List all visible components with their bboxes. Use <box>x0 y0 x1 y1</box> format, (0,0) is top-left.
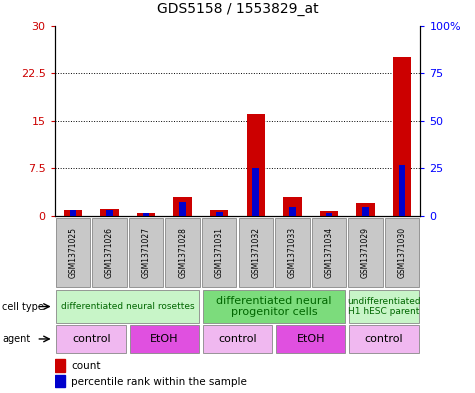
FancyBboxPatch shape <box>349 325 418 353</box>
FancyBboxPatch shape <box>203 290 345 323</box>
Bar <box>173 197 192 216</box>
Bar <box>55 359 65 372</box>
Text: count: count <box>71 361 101 371</box>
FancyBboxPatch shape <box>238 218 273 287</box>
Text: undifferentiated
H1 hESC parent: undifferentiated H1 hESC parent <box>347 297 421 316</box>
Text: GDS5158 / 1553829_at: GDS5158 / 1553829_at <box>157 2 318 16</box>
Text: GSM1371027: GSM1371027 <box>142 227 151 278</box>
FancyBboxPatch shape <box>203 325 272 353</box>
FancyBboxPatch shape <box>57 325 126 353</box>
Bar <box>247 114 265 216</box>
Bar <box>289 207 295 216</box>
FancyBboxPatch shape <box>276 325 345 353</box>
Text: GSM1371029: GSM1371029 <box>361 227 370 278</box>
FancyBboxPatch shape <box>56 218 90 287</box>
Text: differentiated neural
progenitor cells: differentiated neural progenitor cells <box>216 296 332 317</box>
FancyBboxPatch shape <box>130 325 199 353</box>
FancyBboxPatch shape <box>92 218 127 287</box>
FancyBboxPatch shape <box>165 218 200 287</box>
FancyBboxPatch shape <box>129 218 163 287</box>
Text: EtOH: EtOH <box>296 334 325 344</box>
Bar <box>326 213 332 216</box>
Text: EtOH: EtOH <box>150 334 179 344</box>
FancyBboxPatch shape <box>57 290 199 323</box>
Text: percentile rank within the sample: percentile rank within the sample <box>71 377 247 387</box>
Text: GSM1371026: GSM1371026 <box>105 227 114 278</box>
Bar <box>70 210 76 216</box>
Bar <box>143 213 149 216</box>
Text: cell type: cell type <box>2 301 44 312</box>
Bar <box>362 207 369 216</box>
Bar <box>393 57 411 216</box>
Bar <box>180 202 186 216</box>
Bar <box>100 209 119 216</box>
Bar <box>399 165 405 216</box>
FancyBboxPatch shape <box>349 290 418 323</box>
Text: control: control <box>72 334 111 344</box>
FancyBboxPatch shape <box>312 218 346 287</box>
Bar <box>210 210 228 216</box>
FancyBboxPatch shape <box>202 218 237 287</box>
FancyBboxPatch shape <box>275 218 310 287</box>
Bar <box>320 211 338 216</box>
Bar <box>106 210 113 216</box>
Bar <box>64 210 82 216</box>
Text: GSM1371032: GSM1371032 <box>251 227 260 278</box>
Bar <box>137 213 155 216</box>
Text: differentiated neural rosettes: differentiated neural rosettes <box>61 302 195 311</box>
Text: GSM1371028: GSM1371028 <box>178 227 187 278</box>
Text: GSM1371030: GSM1371030 <box>398 227 407 278</box>
Text: GSM1371025: GSM1371025 <box>68 227 77 278</box>
Text: GSM1371031: GSM1371031 <box>215 227 224 278</box>
FancyBboxPatch shape <box>348 218 383 287</box>
Text: agent: agent <box>2 334 30 344</box>
Text: control: control <box>364 334 403 344</box>
Text: GSM1371033: GSM1371033 <box>288 227 297 278</box>
Bar <box>283 197 302 216</box>
Bar <box>253 169 259 216</box>
FancyBboxPatch shape <box>385 218 419 287</box>
Bar <box>55 375 65 387</box>
Text: GSM1371034: GSM1371034 <box>324 227 333 278</box>
Bar <box>216 212 222 216</box>
Text: control: control <box>218 334 257 344</box>
Bar <box>356 204 375 216</box>
